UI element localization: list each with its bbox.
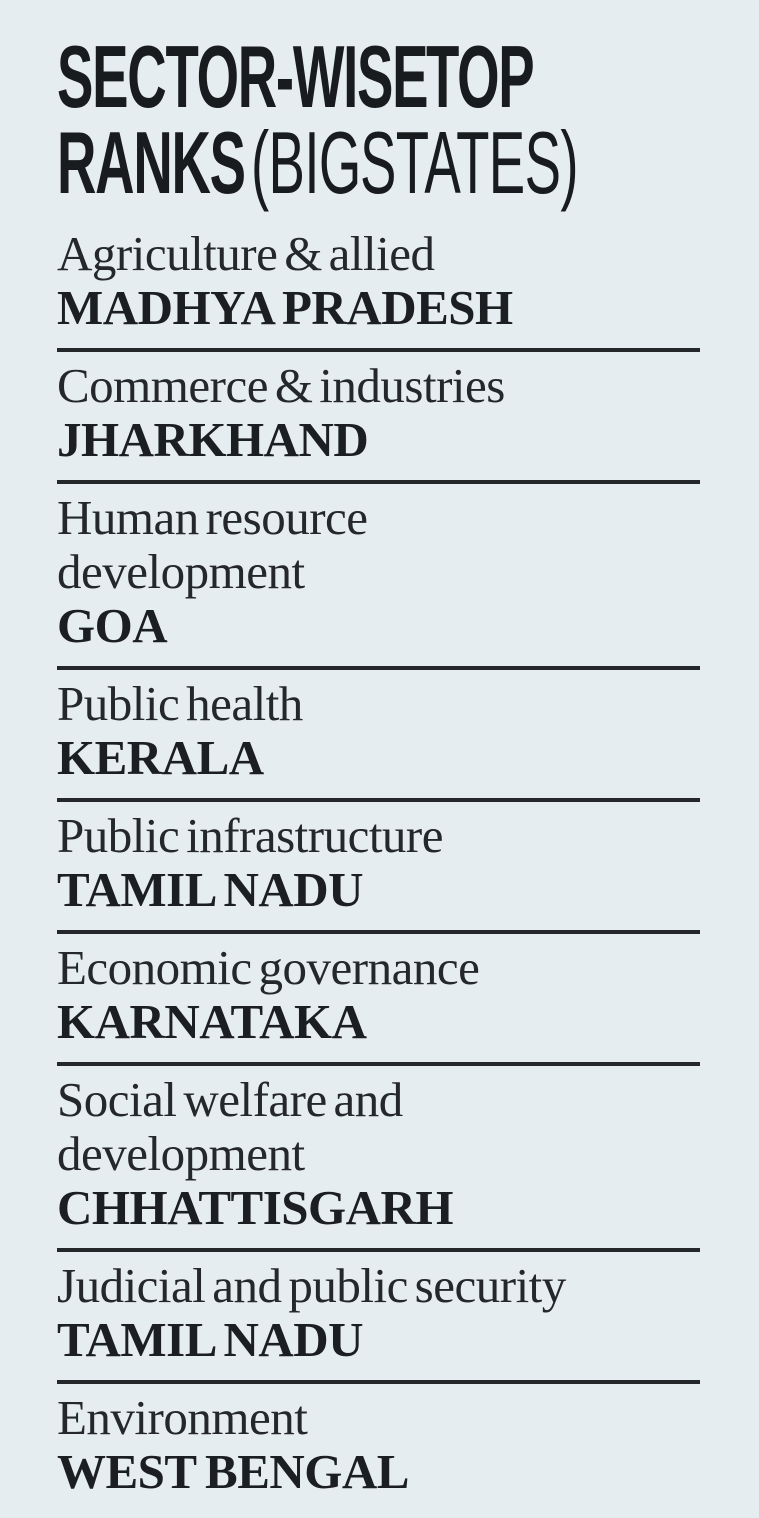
title-line-2: RANKS(BIG STATES) (57, 119, 579, 207)
top-state-name: GOA (57, 598, 168, 653)
sector-name: Public health (57, 676, 303, 731)
sector-name: Economic governance (57, 940, 480, 995)
sector-rank-list: Agriculture & allied MADHYA PRADESH Comm… (57, 220, 700, 1512)
top-state-name: MADHYA PRADESH (57, 280, 513, 335)
sector-name: Environment (57, 1390, 308, 1445)
title-line2-light-text: (BIG STATES) (251, 113, 579, 212)
top-state-name: TAMIL NADU (57, 1312, 364, 1367)
sector-rank-row: Environment WEST BENGAL (57, 1384, 700, 1512)
sector-rank-row: Judicial and public security TAMIL NADU (57, 1252, 700, 1384)
title-line2-bold-text: RANKS (57, 113, 246, 212)
sector-rank-row: Economic governance KARNATAKA (57, 934, 700, 1066)
title-line1-text: SECTOR-WISE TOP (57, 27, 535, 126)
sector-name: Judicial and public security (57, 1258, 566, 1313)
sector-name: Commerce & industries (57, 358, 505, 413)
sector-name: Agriculture & allied (57, 226, 435, 281)
top-state-name: TAMIL NADU (57, 862, 364, 917)
top-state-name: KERALA (57, 730, 264, 785)
title-line-1: SECTOR-WISE TOP (57, 33, 535, 121)
sector-rank-row: Agriculture & allied MADHYA PRADESH (57, 220, 700, 352)
sector-rank-row: Public health KERALA (57, 670, 700, 802)
sector-name: Human resource development (57, 490, 368, 599)
sector-name: Public infrastructure (57, 808, 444, 863)
sector-rank-row: Public infrastructure TAMIL NADU (57, 802, 700, 934)
top-state-name: WEST BENGAL (57, 1444, 409, 1499)
top-state-name: JHARKHAND (57, 412, 369, 467)
sector-rank-row: Commerce & industries JHARKHAND (57, 352, 700, 484)
sector-rank-row: Social welfare and development CHHATTISG… (57, 1066, 700, 1252)
page-title: SECTOR-WISE TOP RANKS(BIG STATES) (57, 33, 700, 207)
sector-rank-row: Human resource development GOA (57, 484, 700, 670)
top-state-name: CHHATTISGARH (57, 1180, 454, 1235)
top-state-name: KARNATAKA (57, 994, 367, 1049)
sector-name: Social welfare and development (57, 1072, 403, 1181)
